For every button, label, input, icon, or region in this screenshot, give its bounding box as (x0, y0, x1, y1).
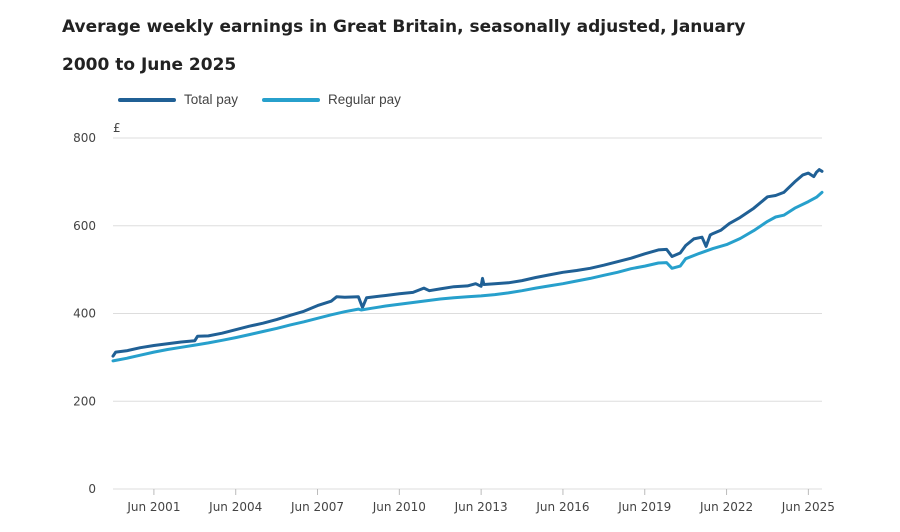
y-tick-label-0: 0 (88, 482, 96, 496)
x-tick-label-2007: Jun 2007 (290, 500, 344, 514)
x-tick-label-2022: Jun 2022 (699, 500, 753, 514)
x-tick-label-2025: Jun 2025 (781, 500, 835, 514)
x-tick-label-2004: Jun 2004 (208, 500, 262, 514)
series-lines (111, 168, 824, 363)
x-axis: Jun 2001 Jun 2004 Jun 2007 Jun 2010 Jun 2013… (126, 489, 835, 514)
gridlines (113, 137, 822, 490)
y-tick-label-800: 800 (73, 131, 96, 145)
legend-label-total-pay: Total pay (184, 92, 239, 107)
legend-item-regular-pay: Regular pay (262, 92, 401, 107)
x-tick-label-2010: Jun 2010 (372, 500, 426, 514)
x-tick-label-2016: Jun 2016 (535, 500, 589, 514)
series-line-total-pay (111, 168, 824, 358)
legend-item-total-pay: Total pay (118, 92, 238, 107)
legend-swatch-total-pay (118, 97, 176, 102)
x-tick-label-2013: Jun 2013 (454, 500, 508, 514)
y-tick-label-200: 200 (73, 394, 96, 408)
legend-swatch-regular-pay (262, 97, 321, 102)
legend-label-regular-pay: Regular pay (328, 92, 401, 107)
y-tick-label-600: 600 (73, 219, 96, 233)
x-tick-label-2019: Jun 2019 (617, 500, 671, 514)
x-tick-label-2001: Jun 2001 (126, 500, 180, 514)
legend: Total pay Regular pay (118, 92, 401, 107)
y-tick-label-400: 400 (73, 307, 96, 321)
series-line-regular-pay (111, 190, 824, 363)
y-axis-label: £ (113, 121, 121, 135)
y-axis: 0 200 400 600 800 £ (73, 121, 121, 496)
chart-title: Average weekly earnings in Great Britain… (62, 17, 746, 75)
